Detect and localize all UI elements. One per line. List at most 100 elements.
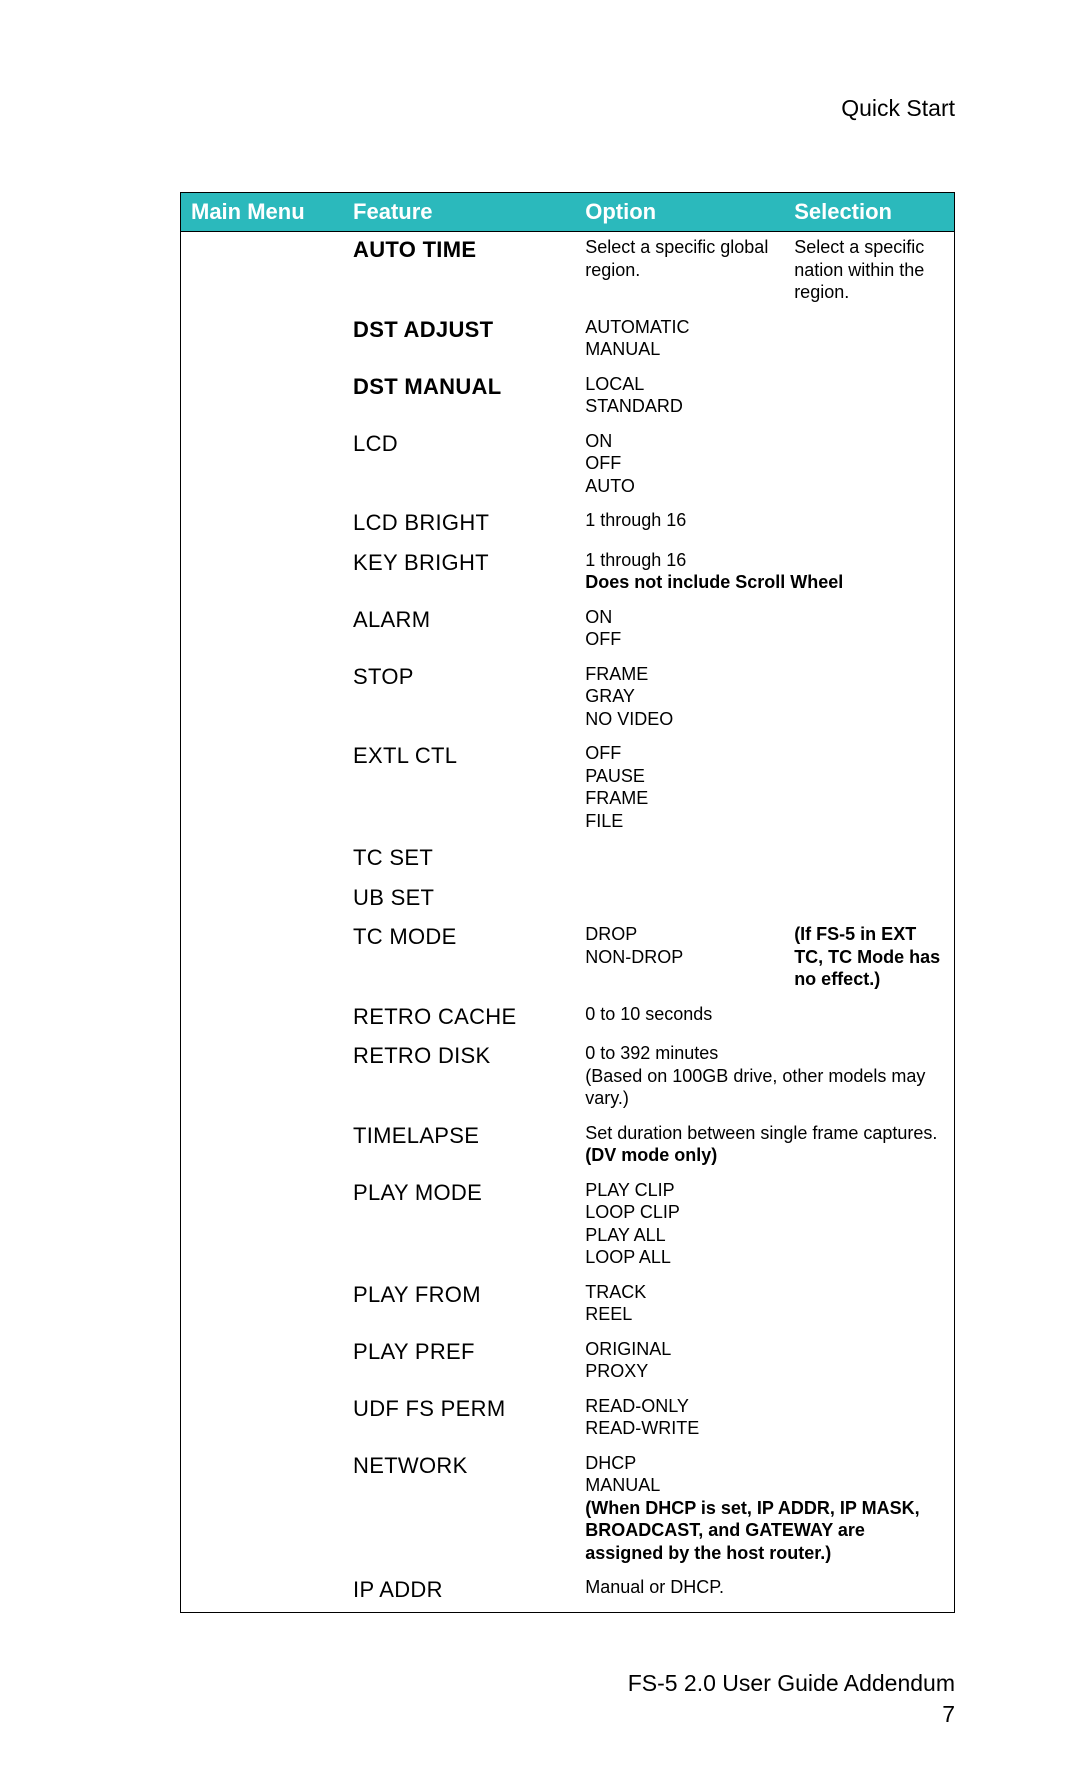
table-row: LCD ONOFFAUTO — [181, 426, 955, 506]
option-cell: LOCALSTANDARD — [575, 369, 784, 426]
column-header-main-menu: Main Menu — [181, 193, 344, 232]
option-cell: Manual or DHCP. — [575, 1572, 784, 1612]
feature-label: EXTL CTL — [353, 743, 457, 768]
option-line: Manual or DHCP. — [585, 1576, 774, 1599]
feature-cell: LCD — [343, 426, 575, 506]
option-line: PAUSE — [585, 765, 774, 788]
option-line: AUTOMATIC — [585, 316, 774, 339]
selection-cell — [784, 312, 954, 369]
table-row: STOP FRAMEGRAYNO VIDEO — [181, 659, 955, 739]
selection-cell — [784, 426, 954, 506]
feature-label: PLAY PREF — [353, 1339, 475, 1364]
selection-cell — [784, 1334, 954, 1391]
table-row: NETWORKDHCPMANUAL(When DHCP is set, IP A… — [181, 1448, 955, 1573]
selection-cell — [784, 840, 954, 880]
feature-cell: ALARM — [343, 602, 575, 659]
feature-label: PLAY FROM — [353, 1282, 481, 1307]
option-line: REEL — [585, 1303, 774, 1326]
option-line: Set duration between single frame captur… — [585, 1122, 944, 1145]
main-menu-cell — [181, 738, 344, 840]
table-row: UB SET — [181, 880, 955, 920]
table-row: IP ADDR Manual or DHCP. — [181, 1572, 955, 1612]
option-line: OFF — [585, 628, 774, 651]
option-line: ORIGINAL — [585, 1338, 774, 1361]
option-cell: PLAY CLIPLOOP CLIPPLAY ALLLOOP ALL — [575, 1175, 784, 1277]
feature-label: STOP — [353, 664, 414, 689]
option-cell: 0 to 392 minutes(Based on 100GB drive, o… — [575, 1038, 954, 1118]
selection-cell — [784, 602, 954, 659]
feature-cell: TC SET — [343, 840, 575, 880]
option-line: OFF — [585, 452, 774, 475]
selection-cell — [784, 1572, 954, 1612]
selection-cell — [784, 738, 954, 840]
page-footer: FS-5 2.0 User Guide Addendum 7 — [180, 1668, 955, 1730]
table-row: TC SET — [181, 840, 955, 880]
main-menu-cell — [181, 840, 344, 880]
option-line: (If FS-5 in EXT TC, TC Mode has no effec… — [794, 923, 944, 991]
selection-cell — [784, 880, 954, 920]
option-cell — [575, 880, 784, 920]
selection-cell — [784, 1391, 954, 1448]
option-line: (DV mode only) — [585, 1144, 944, 1167]
option-line: ON — [585, 430, 774, 453]
feature-cell: PLAY PREF — [343, 1334, 575, 1391]
option-line: (Based on 100GB drive, other models may … — [585, 1065, 944, 1110]
option-line: PLAY ALL — [585, 1224, 774, 1247]
page-title: Quick Start — [180, 95, 955, 122]
option-line: FRAME — [585, 663, 774, 686]
column-header-feature: Feature — [343, 193, 575, 232]
feature-label: RETRO CACHE — [353, 1004, 516, 1029]
feature-table: Main Menu Feature Option Selection AUTO … — [180, 192, 955, 1613]
option-cell: DHCPMANUAL(When DHCP is set, IP ADDR, IP… — [575, 1448, 954, 1573]
main-menu-cell — [181, 880, 344, 920]
table-row: DST MANUAL LOCALSTANDARD — [181, 369, 955, 426]
option-cell: 1 through 16Does not include Scroll Whee… — [575, 545, 954, 602]
feature-cell: IP ADDR — [343, 1572, 575, 1612]
main-menu-cell — [181, 1448, 344, 1573]
option-line: FRAME — [585, 787, 774, 810]
option-line: STANDARD — [585, 395, 774, 418]
table-row: LCD BRIGHT1 through 16 — [181, 505, 955, 545]
selection-cell — [784, 505, 954, 545]
main-menu-cell — [181, 505, 344, 545]
feature-cell: RETRO CACHE — [343, 999, 575, 1039]
option-line: GRAY — [585, 685, 774, 708]
selection-cell — [784, 1175, 954, 1277]
option-cell: AUTOMATICMANUAL — [575, 312, 784, 369]
main-menu-cell — [181, 602, 344, 659]
option-cell — [575, 840, 784, 880]
footer-page-number: 7 — [180, 1699, 955, 1730]
feature-cell: UDF FS PERM — [343, 1391, 575, 1448]
feature-cell: DST ADJUST — [343, 312, 575, 369]
option-line: READ-ONLY — [585, 1395, 774, 1418]
option-line: Select a specific nation within the regi… — [794, 236, 944, 304]
option-line: FILE — [585, 810, 774, 833]
option-cell: ONOFF — [575, 602, 784, 659]
option-line: NON-DROP — [585, 946, 774, 969]
option-cell: Select a specific global region. — [575, 232, 784, 312]
feature-label: DST ADJUST — [353, 317, 493, 342]
feature-cell: NETWORK — [343, 1448, 575, 1573]
feature-label: DST MANUAL — [353, 374, 501, 399]
main-menu-cell — [181, 545, 344, 602]
feature-label: IP ADDR — [353, 1577, 443, 1602]
option-line: NO VIDEO — [585, 708, 774, 731]
option-cell: 1 through 16 — [575, 505, 784, 545]
table-row: ALARMONOFF — [181, 602, 955, 659]
option-cell: Set duration between single frame captur… — [575, 1118, 954, 1175]
option-line: 0 to 10 seconds — [585, 1003, 774, 1026]
feature-label: AUTO TIME — [353, 237, 476, 262]
table-row: KEY BRIGHT1 through 16Does not include S… — [181, 545, 955, 602]
table-row: PLAY PREF ORIGINALPROXY — [181, 1334, 955, 1391]
option-cell: ORIGINALPROXY — [575, 1334, 784, 1391]
selection-cell — [784, 1277, 954, 1334]
feature-label: TIMELAPSE — [353, 1123, 479, 1148]
feature-label: TC MODE — [353, 924, 457, 949]
feature-cell: KEY BRIGHT — [343, 545, 575, 602]
option-cell: OFFPAUSEFRAMEFILE — [575, 738, 784, 840]
feature-cell: LCD BRIGHT — [343, 505, 575, 545]
option-line: TRACK — [585, 1281, 774, 1304]
feature-label: LCD — [353, 431, 398, 456]
option-cell: ONOFFAUTO — [575, 426, 784, 506]
table-row: AUTO TIME Select a specific global region… — [181, 232, 955, 312]
